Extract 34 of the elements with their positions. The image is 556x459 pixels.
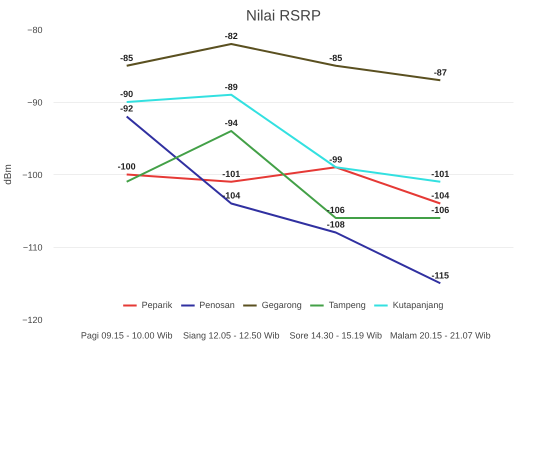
x-tick-label: Malam 20.15 - 21.07 Wib	[390, 330, 491, 340]
legend-label: Penosan	[199, 300, 235, 310]
data-label: -101	[222, 168, 240, 179]
y-tick-label: −120	[22, 315, 43, 325]
x-tick-label: Siang 12.05 - 12.50 Wib	[182, 330, 280, 340]
legend-label: Peparik	[142, 300, 172, 310]
y-tick-label: −80	[27, 25, 43, 35]
legend-label: Tampeng	[328, 300, 366, 310]
data-label: -94	[224, 118, 238, 128]
data-label: -108	[326, 220, 345, 230]
y-axis-title: dBm	[3, 164, 14, 185]
y-tick-label: −110	[22, 242, 43, 252]
y-tick-label: −100	[22, 170, 43, 180]
y-tick-label: −90	[27, 98, 43, 108]
legend-label: Gegarong	[262, 300, 302, 310]
data-label: -85	[329, 52, 342, 63]
data-label: -104	[431, 190, 450, 200]
data-label: -90	[120, 89, 134, 99]
data-label: -85	[120, 52, 134, 63]
x-tick-label: Pagi 09.15 - 10.00 Wib	[80, 330, 172, 340]
data-label: -87	[434, 67, 447, 78]
data-label: -100	[118, 162, 136, 172]
data-label: -106	[326, 205, 345, 215]
data-label: -82	[224, 31, 238, 41]
data-label: -106	[431, 205, 450, 215]
data-label: -101	[431, 168, 450, 179]
data-label: -92	[120, 104, 134, 114]
data-label: -115	[432, 270, 450, 280]
x-tick-label: Sore 14.30 - 15.19 Wib	[289, 330, 382, 340]
legend-label: Kutapanjang	[392, 300, 444, 310]
data-label: -99	[329, 154, 342, 164]
chart-title: Nilai RSRP	[246, 8, 322, 24]
data-label: -89	[224, 82, 238, 92]
data-label: -104	[222, 190, 240, 200]
